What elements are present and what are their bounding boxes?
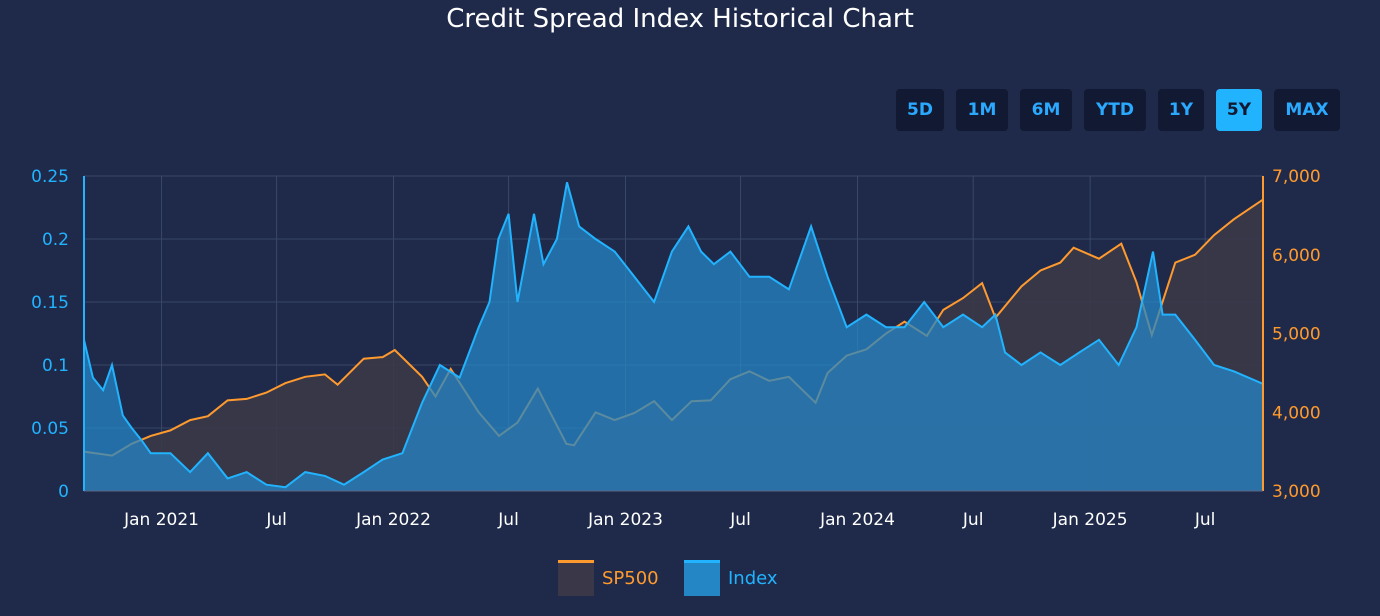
range-button-1m[interactable]: 1M: [956, 89, 1008, 131]
x-tick-label: Jan 2025: [1052, 510, 1128, 530]
x-tick-label: Jan 2024: [819, 510, 895, 530]
y-left-tick-label: 0.05: [31, 419, 69, 439]
legend-item-index[interactable]: Index: [684, 560, 778, 596]
y-left-tick-label: 0.1: [42, 356, 69, 376]
index-swatch: [684, 560, 720, 596]
y-left-tick-label: 0: [58, 482, 69, 502]
y-left-tick-label: 0.2: [42, 230, 69, 250]
index-line: [83, 182, 1264, 489]
range-button-5y[interactable]: 5Y: [1216, 89, 1262, 131]
legend-label-sp500: SP500: [602, 567, 659, 589]
y-left-tick-label: 0.25: [31, 167, 69, 187]
range-button-1y[interactable]: 1Y: [1158, 89, 1204, 131]
x-tick-label: Jul: [265, 510, 287, 530]
x-tick-label: Jul: [962, 510, 984, 530]
x-tick-label: Jan 2022: [355, 510, 431, 530]
y-right-tick-label: 6,000: [1272, 246, 1321, 266]
x-tick-label: Jul: [1194, 510, 1216, 530]
x-tick-label: Jul: [497, 510, 519, 530]
range-button-6m[interactable]: 6M: [1020, 89, 1072, 131]
chart-title: Credit Spread Index Historical Chart: [446, 4, 914, 34]
y-right-tick-label: 3,000: [1272, 482, 1321, 502]
legend-label-index: Index: [728, 567, 778, 589]
legend-item-sp500[interactable]: SP500: [558, 560, 659, 596]
y-right-tick-label: 5,000: [1272, 325, 1321, 345]
range-button-max[interactable]: MAX: [1274, 89, 1340, 131]
sp500-swatch: [558, 560, 594, 596]
range-button-5d[interactable]: 5D: [896, 89, 944, 131]
x-tick-label: Jul: [729, 510, 751, 530]
range-button-ytd[interactable]: YTD: [1084, 89, 1146, 131]
y-right-tick-label: 7,000: [1272, 167, 1321, 187]
y-left-tick-label: 0.15: [31, 293, 69, 313]
index-area: [84, 182, 1263, 492]
x-tick-label: Jan 2023: [587, 510, 663, 530]
y-right-tick-label: 4,000: [1272, 403, 1321, 423]
x-tick-label: Jan 2021: [123, 510, 199, 530]
